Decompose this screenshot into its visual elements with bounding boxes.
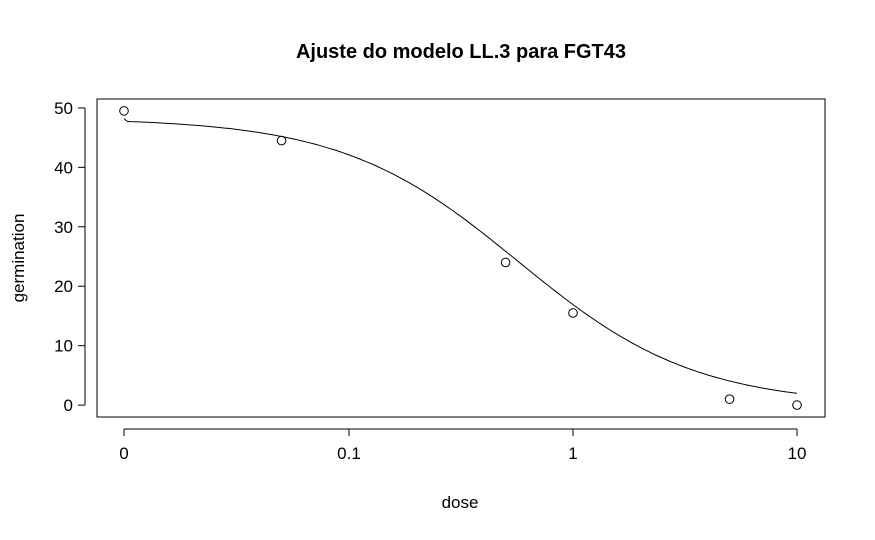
y-axis-label: germination	[9, 214, 28, 303]
x-tick-label: 10	[788, 444, 807, 463]
data-point	[119, 106, 129, 116]
y-tick-label: 10	[54, 337, 73, 356]
y-tick-label: 40	[54, 158, 73, 177]
x-tick-label: 0	[119, 444, 128, 463]
fitted-curve	[123, 118, 798, 394]
data-point	[500, 257, 511, 268]
x-axis-ticks: 0 0.1 1 10	[119, 429, 806, 463]
y-tick-label: 0	[64, 396, 73, 415]
x-tick-label: 0.1	[337, 444, 361, 463]
x-axis-label: dose	[442, 493, 479, 512]
data-point	[792, 400, 802, 410]
data-points	[119, 106, 802, 410]
y-tick-label: 20	[54, 277, 73, 296]
y-tick-label: 30	[54, 218, 73, 237]
chart-title: Ajuste do modelo LL.3 para FGT43	[296, 41, 626, 63]
y-axis-ticks: 0 10 20 30 40 50	[54, 99, 85, 415]
data-point	[724, 394, 735, 404]
plot-frame	[96, 98, 826, 418]
y-tick-label: 50	[54, 99, 73, 118]
x-tick-label: 1	[568, 444, 577, 463]
data-point	[276, 135, 287, 146]
data-point	[568, 308, 578, 318]
